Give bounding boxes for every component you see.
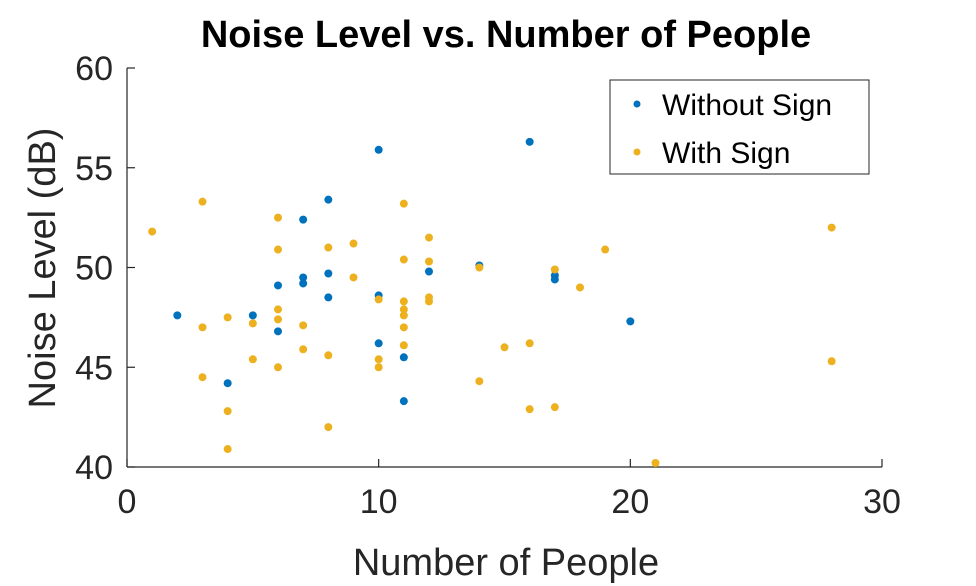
series-with-sign [148,197,836,468]
data-point [525,137,534,146]
y-tick-label: 55 [75,150,113,188]
legend: Without Sign With Sign [609,79,870,175]
data-point [324,293,333,302]
data-point [324,195,333,204]
data-point [274,305,282,314]
data-point [374,363,383,372]
data-point [399,311,408,320]
legend-box [609,79,870,175]
x-tick-label: 20 [611,483,649,521]
data-point [173,311,182,320]
data-point [274,213,282,222]
data-point [399,199,408,208]
y-tick-label: 50 [75,250,113,288]
data-point [299,345,308,354]
data-point [374,339,383,348]
data-point [425,257,433,266]
data-point [399,255,408,264]
y-tick-label: 45 [75,349,113,387]
data-point [525,339,534,348]
data-point [274,245,282,254]
y-tick-label: 60 [75,50,113,88]
legend-marker [633,148,641,156]
data-point [223,407,232,416]
data-point [626,317,635,326]
data-point [299,321,308,330]
data-point [651,459,660,468]
x-tick-label: 0 [118,483,137,521]
legend-label: With Sign [662,137,790,170]
data-point [827,357,836,366]
x-tick-label: 10 [360,483,398,521]
plot-area: 0 10 20 30 40 45 50 55 60 [75,50,901,521]
data-point [374,355,383,364]
y-axis-label: Noise Level (dB) [22,128,64,409]
x-tick-label: 30 [863,483,901,521]
data-point [274,363,282,372]
data-point [550,265,559,274]
data-point [248,311,257,320]
data-point [399,341,408,350]
data-point [299,279,308,288]
data-point [399,323,408,332]
data-point [198,323,207,332]
data-point [274,281,282,290]
data-point [576,283,584,292]
data-point [475,263,484,272]
data-point [299,273,308,282]
data-point [223,313,232,322]
data-point [223,379,232,388]
data-point [349,273,358,282]
data-point [248,355,257,364]
data-point [374,295,383,304]
data-point [525,405,534,414]
data-point [399,305,408,314]
data-point [550,403,559,412]
data-point [425,233,433,242]
data-point [601,245,610,254]
y-tick-label: 40 [75,449,113,487]
data-point [198,373,207,382]
data-point [198,197,207,206]
data-point [248,319,257,328]
data-point [324,351,333,360]
data-point [475,377,484,386]
data-point [324,269,333,278]
legend-label: Without Sign [662,89,832,122]
data-point [399,353,408,362]
legend-marker [633,100,641,108]
data-point [274,315,282,324]
data-point [425,297,433,306]
data-point [827,223,836,232]
data-point [399,397,408,406]
data-point [500,343,509,352]
data-point [223,445,232,454]
data-point [148,227,157,236]
data-point [324,423,333,432]
data-point [299,215,308,224]
data-point [274,327,282,336]
data-point [425,267,433,276]
data-point [349,239,358,248]
x-axis-label: Number of People [353,542,659,584]
chart-title: Noise Level vs. Number of People [201,14,811,56]
data-point [374,145,383,154]
data-point [324,243,333,252]
data-point [550,271,559,280]
data-point [399,297,408,306]
